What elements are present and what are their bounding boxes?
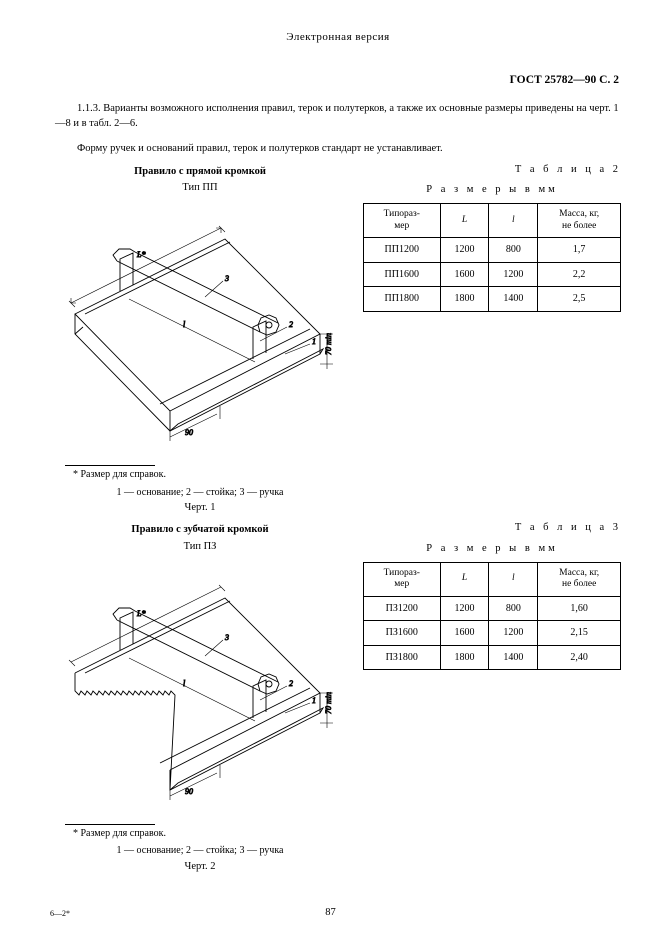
cell: 1800 bbox=[440, 645, 489, 670]
section-1: Правило с прямой кромкой Тип ПП bbox=[55, 163, 621, 516]
figure-2-block: Правило с зубчатой кромкой Тип ПЗ bbox=[55, 521, 345, 874]
figure-1-title: Правило с прямой кромкой bbox=[55, 165, 345, 179]
table-row: ПП1800 1800 1400 2,5 bbox=[364, 287, 621, 312]
footnote-1: * Размер для справок. bbox=[73, 468, 345, 482]
cell: 1200 bbox=[440, 596, 489, 621]
table-2-dim-label: Р а з м е р ы в мм bbox=[363, 183, 621, 197]
dim-90-2: 90 bbox=[185, 787, 193, 796]
figure-2-title: Правило с зубчатой кромкой bbox=[55, 523, 345, 537]
chert-2: Черт. 2 bbox=[55, 860, 345, 874]
footnote-2: * Размер для справок. bbox=[73, 827, 345, 841]
table-row: ПЗ1600 1600 1200 2,15 bbox=[364, 621, 621, 646]
cell: 1600 bbox=[440, 621, 489, 646]
table-3-label: Т а б л и ц а 3 bbox=[363, 521, 621, 535]
figure-2-type: Тип ПЗ bbox=[55, 540, 345, 554]
dim-L-1: L* bbox=[136, 250, 145, 259]
cell: ПЗ1600 bbox=[364, 621, 441, 646]
paragraph-1: 1.1.3. Варианты возможного исполнения пр… bbox=[55, 102, 621, 131]
document-page: Электронная версия ГОСТ 25782—90 С. 2 1.… bbox=[0, 0, 661, 936]
table-3: Типораз- мер L l Масса, кг, не более ПЗ1… bbox=[363, 562, 621, 670]
table-2-label: Т а б л и ц а 2 bbox=[363, 163, 621, 177]
table-header-row: Типораз- мер L l Масса, кг, не более bbox=[364, 204, 621, 238]
footnote-rule-1 bbox=[65, 465, 155, 466]
cell: 2,15 bbox=[538, 621, 621, 646]
cell: 1400 bbox=[489, 645, 538, 670]
chert-1: Черт. 1 bbox=[55, 501, 345, 515]
cell: ПЗ1200 bbox=[364, 596, 441, 621]
table-row: ПЗ1200 1200 800 1,60 bbox=[364, 596, 621, 621]
drawing-1: L* l 3 2 1 bbox=[55, 199, 345, 459]
cell: 1,60 bbox=[538, 596, 621, 621]
table-3-block: Т а б л и ц а 3 Р а з м е р ы в мм Типор… bbox=[363, 521, 621, 670]
cell: 1800 bbox=[440, 287, 489, 312]
table-row: ПЗ1800 1800 1400 2,40 bbox=[364, 645, 621, 670]
cell: 2,5 bbox=[538, 287, 621, 312]
th-typesize: Типораз- мер bbox=[364, 204, 441, 238]
ref-3-2: 3 bbox=[224, 633, 229, 642]
dim-l-1: l bbox=[183, 320, 186, 329]
page-number: 87 bbox=[0, 906, 661, 920]
table-2: Типораз- мер L l Масса, кг, не более ПП1… bbox=[363, 203, 621, 311]
dim-l-2: l bbox=[183, 679, 186, 688]
dim-70-1: 70 min bbox=[324, 333, 333, 355]
ref-3-1: 3 bbox=[224, 274, 229, 283]
table-3-dim-label: Р а з м е р ы в мм bbox=[363, 542, 621, 556]
drawing-2: L* l 3 2 1 bbox=[55, 558, 345, 818]
table-row: ПП1600 1600 1200 2,2 bbox=[364, 262, 621, 287]
footnote-rule-2 bbox=[65, 824, 155, 825]
section-2: Правило с зубчатой кромкой Тип ПЗ bbox=[55, 521, 621, 874]
cell: ПП1600 bbox=[364, 262, 441, 287]
cell: 1200 bbox=[489, 621, 538, 646]
ref-2-1: 2 bbox=[289, 320, 293, 329]
ref-1-2: 1 bbox=[312, 696, 316, 705]
cell: 1200 bbox=[440, 238, 489, 263]
th-mass: Масса, кг, не более bbox=[538, 204, 621, 238]
header-right: ГОСТ 25782—90 С. 2 bbox=[55, 73, 621, 89]
table-row: ПП1200 1200 800 1,7 bbox=[364, 238, 621, 263]
dim-L-2: L* bbox=[136, 609, 145, 618]
cell: ПП1200 bbox=[364, 238, 441, 263]
legend-1: 1 — основание; 2 — стойка; 3 — ручка bbox=[55, 486, 345, 500]
dim-70-2: 70 min bbox=[324, 692, 333, 714]
figure-1-type: Тип ПП bbox=[55, 181, 345, 195]
dim-90-1: 90 bbox=[185, 428, 193, 437]
th-typesize: Типораз- мер bbox=[364, 562, 441, 596]
cell: 2,40 bbox=[538, 645, 621, 670]
cell: 800 bbox=[489, 596, 538, 621]
ref-2-2: 2 bbox=[289, 679, 293, 688]
cell: 1600 bbox=[440, 262, 489, 287]
cell: 800 bbox=[489, 238, 538, 263]
cell: ПП1800 bbox=[364, 287, 441, 312]
ref-1-1: 1 bbox=[312, 337, 316, 346]
legend-2: 1 — основание; 2 — стойка; 3 — ручка bbox=[55, 844, 345, 858]
cell: 1400 bbox=[489, 287, 538, 312]
th-L: L bbox=[440, 204, 489, 238]
paragraph-2: Форму ручек и оснований правил, терок и … bbox=[55, 142, 621, 157]
cell: ПЗ1800 bbox=[364, 645, 441, 670]
table-2-block: Т а б л и ц а 2 Р а з м е р ы в мм Типор… bbox=[363, 163, 621, 312]
th-l: l bbox=[489, 204, 538, 238]
table-header-row: Типораз- мер L l Масса, кг, не более bbox=[364, 562, 621, 596]
cell: 1,7 bbox=[538, 238, 621, 263]
cell: 2,2 bbox=[538, 262, 621, 287]
figure-1-block: Правило с прямой кромкой Тип ПП bbox=[55, 163, 345, 516]
cell: 1200 bbox=[489, 262, 538, 287]
th-mass: Масса, кг, не более bbox=[538, 562, 621, 596]
th-L: L bbox=[440, 562, 489, 596]
th-l: l bbox=[489, 562, 538, 596]
header-top: Электронная версия bbox=[55, 30, 621, 45]
